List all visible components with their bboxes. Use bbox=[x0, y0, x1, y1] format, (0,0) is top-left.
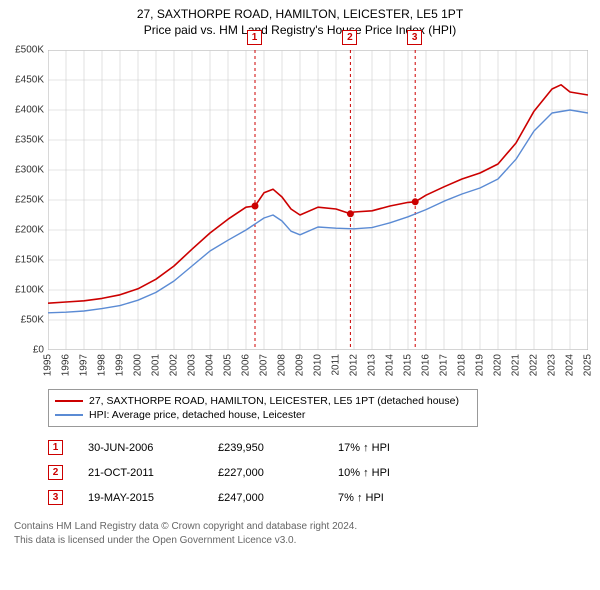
x-tick-label: 2007 bbox=[259, 354, 270, 376]
sales-row: 2 21-OCT-2011£227,00010% ↑ HPI bbox=[48, 460, 590, 485]
x-tick-label: 2025 bbox=[583, 354, 594, 376]
title-line-2: Price paid vs. HM Land Registry's House … bbox=[0, 22, 600, 38]
x-tick-label: 2014 bbox=[385, 354, 396, 376]
sale-hpi-delta: 7% ↑ HPI bbox=[338, 492, 458, 504]
title-line-1: 27, SAXTHORPE ROAD, HAMILTON, LEICESTER,… bbox=[0, 6, 600, 22]
y-tick-label: £50K bbox=[21, 315, 44, 326]
event-marker-box: 3 bbox=[48, 490, 63, 505]
x-tick-label: 2015 bbox=[403, 354, 414, 376]
y-tick-label: £500K bbox=[15, 45, 44, 56]
footnote: Contains HM Land Registry data © Crown c… bbox=[14, 520, 590, 547]
x-tick-label: 2016 bbox=[421, 354, 432, 376]
x-tick-label: 2002 bbox=[169, 354, 180, 376]
x-tick-label: 2001 bbox=[151, 354, 162, 376]
legend-item-hpi: HPI: Average price, detached house, Leic… bbox=[55, 408, 471, 422]
sale-date: 30-JUN-2006 bbox=[88, 442, 218, 454]
x-tick-label: 2003 bbox=[187, 354, 198, 376]
sale-date: 21-OCT-2011 bbox=[88, 467, 218, 479]
event-marker-box: 2 bbox=[342, 30, 357, 45]
sales-row: 1 30-JUN-2006£239,95017% ↑ HPI bbox=[48, 435, 590, 460]
x-tick-label: 2006 bbox=[241, 354, 252, 376]
x-tick-label: 2004 bbox=[205, 354, 216, 376]
y-tick-label: £150K bbox=[15, 255, 44, 266]
x-tick-label: 2009 bbox=[295, 354, 306, 376]
y-tick-label: £350K bbox=[15, 135, 44, 146]
chart-area: £0£50K£100K£150K£200K£250K£300K£350K£400… bbox=[0, 42, 600, 387]
x-tick-label: 2019 bbox=[475, 354, 486, 376]
sale-hpi-delta: 10% ↑ HPI bbox=[338, 467, 458, 479]
x-tick-label: 2011 bbox=[331, 354, 342, 376]
x-tick-label: 2005 bbox=[223, 354, 234, 376]
y-tick-label: £250K bbox=[15, 195, 44, 206]
x-tick-label: 1995 bbox=[43, 354, 54, 376]
x-tick-label: 1998 bbox=[97, 354, 108, 376]
x-tick-label: 2008 bbox=[277, 354, 288, 376]
x-tick-label: 1997 bbox=[79, 354, 90, 376]
x-tick-label: 2010 bbox=[313, 354, 324, 376]
y-tick-label: £450K bbox=[15, 75, 44, 86]
x-tick-label: 2018 bbox=[457, 354, 468, 376]
x-tick-label: 2022 bbox=[529, 354, 540, 376]
x-axis: 1995199619971998199920002001200220032004… bbox=[48, 350, 588, 386]
sale-price: £247,000 bbox=[218, 492, 338, 504]
sales-row: 3 19-MAY-2015£247,0007% ↑ HPI bbox=[48, 485, 590, 510]
x-tick-label: 2000 bbox=[133, 354, 144, 376]
sale-date: 19-MAY-2015 bbox=[88, 492, 218, 504]
sale-price: £239,950 bbox=[218, 442, 338, 454]
sale-hpi-delta: 17% ↑ HPI bbox=[338, 442, 458, 454]
event-marker-box: 1 bbox=[48, 440, 63, 455]
event-marker-box: 3 bbox=[407, 30, 422, 45]
y-tick-label: £300K bbox=[15, 165, 44, 176]
y-tick-label: £400K bbox=[15, 105, 44, 116]
y-tick-label: £100K bbox=[15, 285, 44, 296]
y-tick-label: £200K bbox=[15, 225, 44, 236]
x-tick-label: 1999 bbox=[115, 354, 126, 376]
footnote-line: This data is licensed under the Open Gov… bbox=[14, 534, 590, 548]
footnote-line: Contains HM Land Registry data © Crown c… bbox=[14, 520, 590, 534]
chart-title-block: 27, SAXTHORPE ROAD, HAMILTON, LEICESTER,… bbox=[0, 0, 600, 42]
legend-label: 27, SAXTHORPE ROAD, HAMILTON, LEICESTER,… bbox=[89, 395, 459, 407]
sale-price: £227,000 bbox=[218, 467, 338, 479]
x-tick-label: 2021 bbox=[511, 354, 522, 376]
legend-swatch bbox=[55, 400, 83, 402]
legend-label: HPI: Average price, detached house, Leic… bbox=[89, 409, 305, 421]
x-tick-label: 2012 bbox=[349, 354, 360, 376]
x-tick-label: 1996 bbox=[61, 354, 72, 376]
x-tick-label: 2013 bbox=[367, 354, 378, 376]
x-tick-label: 2024 bbox=[565, 354, 576, 376]
x-tick-label: 2023 bbox=[547, 354, 558, 376]
sales-table: 1 30-JUN-2006£239,95017% ↑ HPI 2 21-OCT-201… bbox=[48, 435, 590, 510]
x-tick-label: 2017 bbox=[439, 354, 450, 376]
legend-swatch bbox=[55, 414, 83, 416]
y-axis: £0£50K£100K£150K£200K£250K£300K£350K£400… bbox=[0, 50, 48, 350]
x-tick-label: 2020 bbox=[493, 354, 504, 376]
line-chart-plot bbox=[48, 50, 588, 350]
event-marker-box: 2 bbox=[48, 465, 63, 480]
event-marker-box: 1 bbox=[247, 30, 262, 45]
legend: 27, SAXTHORPE ROAD, HAMILTON, LEICESTER,… bbox=[48, 389, 478, 427]
legend-item-price-paid: 27, SAXTHORPE ROAD, HAMILTON, LEICESTER,… bbox=[55, 394, 471, 408]
